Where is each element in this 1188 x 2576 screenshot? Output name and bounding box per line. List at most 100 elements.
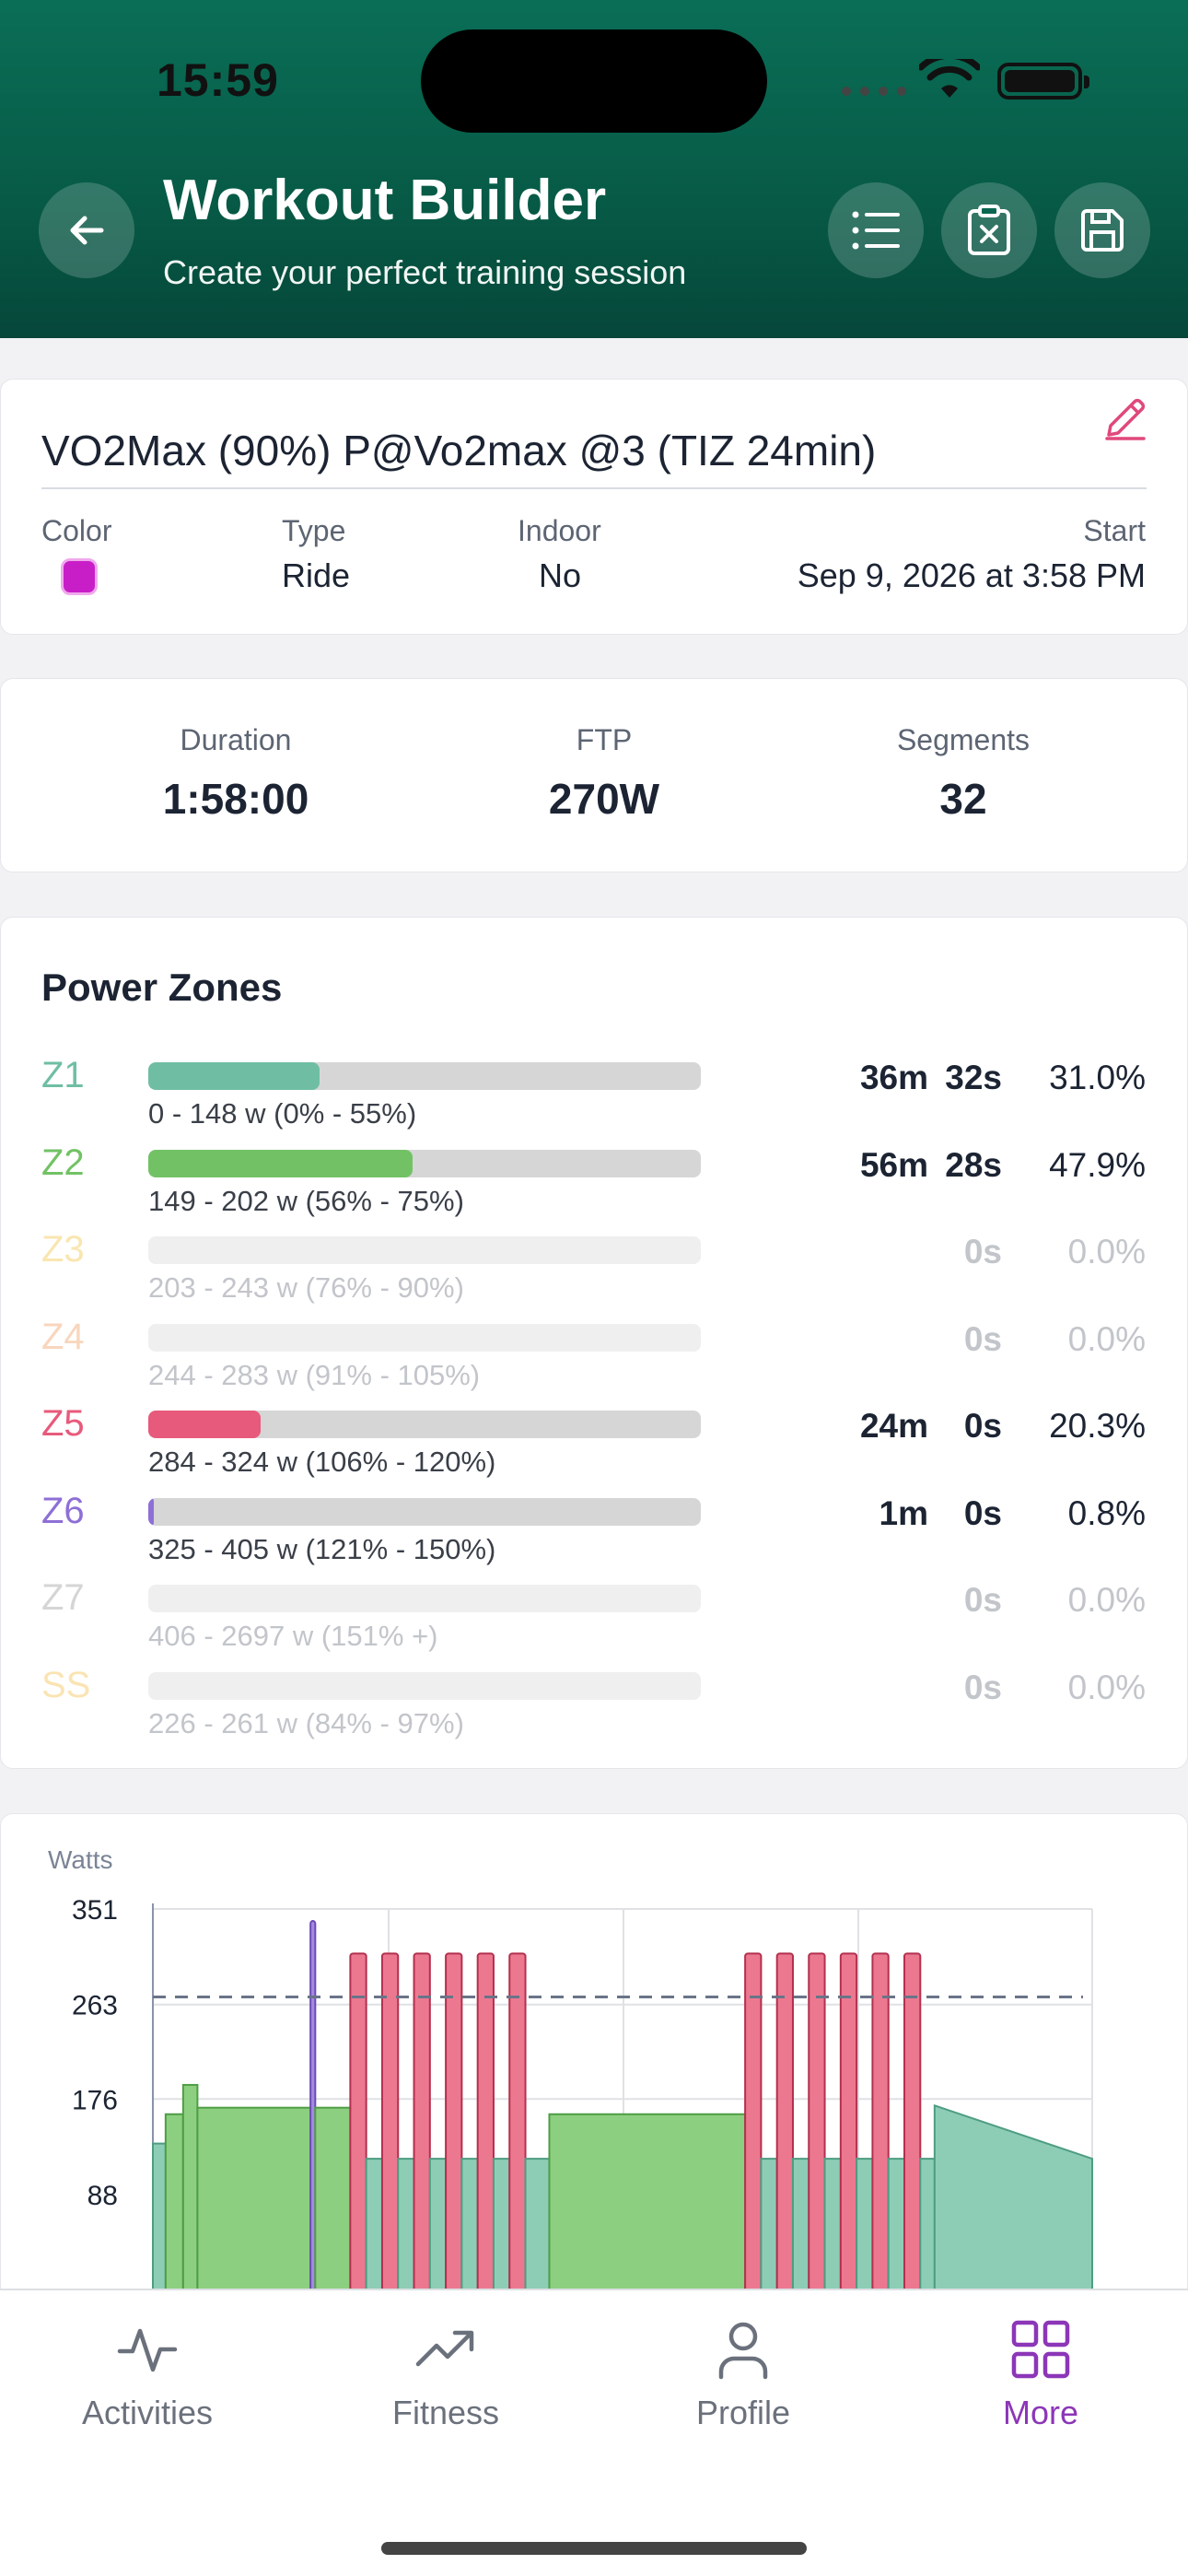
chart-bar-z1	[492, 2158, 511, 2289]
battery-icon	[997, 63, 1089, 100]
zone-name: Z6	[41, 1490, 85, 1531]
ftp-value: 270W	[548, 775, 660, 823]
power-zones-title: Power Zones	[41, 966, 283, 1009]
dynamic-island	[421, 29, 767, 133]
chart-bar-z2	[548, 2113, 747, 2289]
zone-name: Z3	[41, 1229, 85, 1270]
chart-bar-z5	[775, 1952, 794, 2289]
tab-bar: Activities Fitness Profile More	[0, 2289, 1188, 2576]
zone-bar	[148, 1323, 701, 1352]
zone-percent: 0.8%	[1067, 1493, 1146, 1532]
list-icon	[852, 211, 900, 250]
zone-bar	[148, 1497, 701, 1526]
workout-power-chart: Watts 351 263 176 88	[48, 1845, 1093, 2289]
workout-stats-card	[0, 678, 1188, 872]
title-underline	[41, 487, 1147, 489]
save-button[interactable]	[1054, 182, 1150, 278]
segments-value: 32	[939, 775, 987, 823]
zone-minutes: 56m	[859, 1145, 928, 1184]
duration-value: 1:58:00	[162, 775, 309, 823]
chart-bar-z1	[919, 2158, 936, 2289]
zone-percent: 0.0%	[1067, 1319, 1146, 1358]
zone-seconds: 32s	[945, 1059, 1002, 1096]
tab-more[interactable]: More	[930, 2318, 1151, 2432]
segments-label: Segments	[896, 723, 1031, 756]
zone-bar-fill	[148, 1149, 413, 1177]
zone-name: Z1	[41, 1055, 85, 1095]
zone-bar-fill	[148, 1411, 261, 1438]
zone-bar	[148, 1062, 701, 1090]
tab-label-activities: Activities	[81, 2394, 214, 2431]
zone-seconds: 0s	[963, 1581, 1002, 1619]
y-tick-label: 176	[72, 2085, 118, 2115]
zone-bar	[148, 1149, 701, 1177]
type-label: Type	[282, 514, 346, 547]
chart-bar-z5	[903, 1952, 922, 2289]
tab-label-profile: Profile	[695, 2394, 791, 2431]
zone-bar-fill	[148, 1497, 154, 1526]
zone-percent: 20.3%	[1049, 1407, 1146, 1445]
page-title: Workout Builder	[163, 169, 607, 232]
chart-bar-z1	[460, 2158, 479, 2289]
zone-name: SS	[41, 1664, 91, 1705]
chart-bar-z2	[181, 2083, 199, 2289]
chart-bar-z6	[309, 1919, 317, 2289]
tab-label-fitness: Fitness	[391, 2394, 500, 2431]
start-value[interactable]: Sep 9, 2026 at 3:58 PM	[797, 556, 1146, 594]
zone-name: Z5	[41, 1403, 85, 1444]
tab-activities[interactable]: Activities	[37, 2318, 258, 2432]
zone-row-z6: Z6 325 - 405 w (121% - 150%) 1m 0s 0.8%	[0, 1491, 1188, 1577]
chart-bar-z5	[476, 1952, 495, 2289]
discard-button[interactable]	[941, 182, 1037, 278]
tab-fitness[interactable]: Fitness	[335, 2318, 556, 2432]
zone-minutes: 1m	[879, 1493, 928, 1532]
zone-range: 406 - 2697 w (151% +)	[148, 1620, 438, 1652]
zone-row-z1: Z1 0 - 148 w (0% - 55%) 36m 32s 31.0%	[0, 1055, 1188, 1142]
trending-up-icon	[415, 2330, 474, 2367]
zone-name: Z7	[41, 1577, 85, 1618]
zone-percent: 0.0%	[1067, 1581, 1146, 1619]
chart-bar-z5	[839, 1952, 858, 2289]
ftp-label: FTP	[576, 723, 633, 756]
zone-minutes: 24m	[859, 1407, 928, 1445]
chart-bar-z1	[152, 2142, 167, 2289]
status-time: 15:59	[157, 54, 279, 106]
wifi-icon	[919, 59, 980, 98]
zone-row-z4: Z4 244 - 283 w (91% - 105%) 0s 0.0%	[0, 1317, 1188, 1403]
chart-ramp-z1	[933, 2103, 1093, 2289]
workout-title-input[interactable]: VO2Max (90%) P@Vo2max @3 (TIZ 24min)	[41, 427, 877, 474]
tab-profile[interactable]: Profile	[633, 2318, 854, 2432]
zone-seconds: 0s	[963, 1319, 1002, 1358]
zone-name: Z2	[41, 1142, 85, 1183]
back-button[interactable]	[39, 182, 134, 278]
indoor-value[interactable]: No	[539, 556, 582, 594]
zone-name: Z4	[41, 1316, 85, 1357]
segments-list-button[interactable]	[828, 182, 924, 278]
zone-row-z5: Z5 284 - 324 w (106% - 120%) 24m 0s 20.3%	[0, 1403, 1188, 1490]
color-swatch[interactable]	[61, 558, 98, 595]
chart-bar-z1	[823, 2158, 842, 2289]
chart-bar-z1	[397, 2158, 415, 2289]
zone-seconds: 0s	[963, 1233, 1002, 1270]
zone-range: 226 - 261 w (84% - 97%)	[148, 1706, 464, 1739]
chart-bar-z1	[887, 2158, 905, 2289]
y-axis-label: Watts	[48, 1845, 113, 1874]
chart-bar-z1	[524, 2158, 551, 2289]
user-icon	[718, 2322, 768, 2380]
chart-bar-z5	[808, 1952, 826, 2289]
zone-range: 284 - 324 w (106% - 120%)	[148, 1446, 496, 1478]
zone-bar-fill	[148, 1062, 320, 1090]
chart-bar-z5	[445, 1952, 463, 2289]
color-label: Color	[41, 514, 112, 547]
cellular-signal-icon	[842, 87, 906, 96]
zone-percent: 0.0%	[1067, 1668, 1146, 1706]
type-value[interactable]: Ride	[282, 556, 351, 594]
zone-bar	[148, 1411, 701, 1438]
edit-pencil-icon[interactable]	[1101, 394, 1149, 442]
y-tick-label: 351	[72, 1895, 118, 1926]
chart-bar-z5	[744, 1952, 763, 2289]
chart-bar-z2	[196, 2106, 312, 2289]
zone-range: 0 - 148 w (0% - 55%)	[148, 1097, 417, 1130]
duration-label: Duration	[180, 723, 292, 756]
zone-bar	[148, 1671, 701, 1700]
